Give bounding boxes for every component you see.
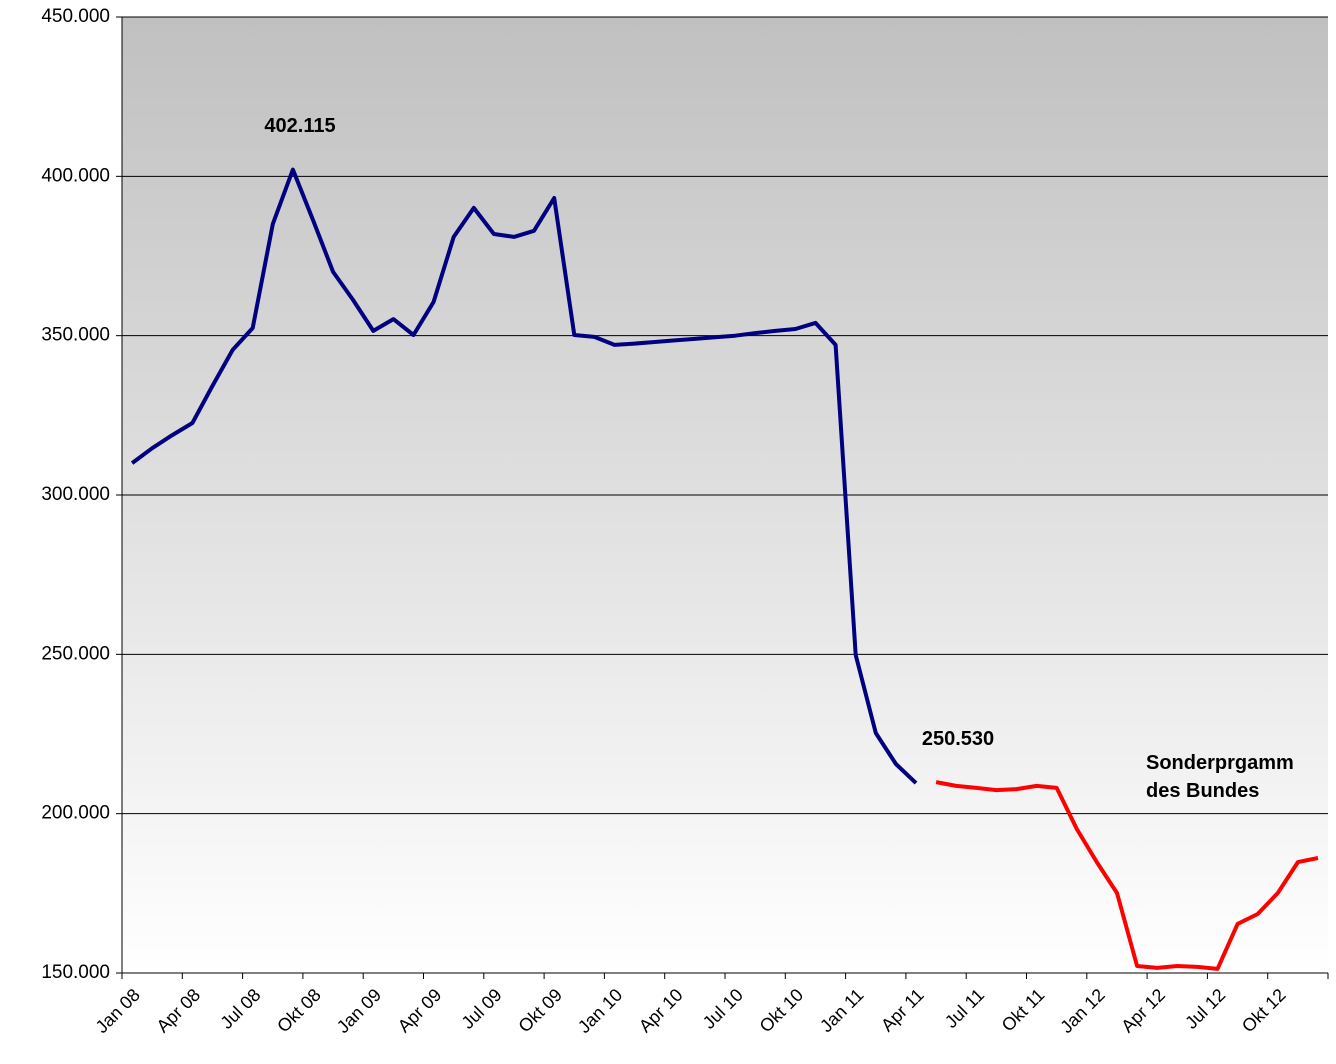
x-tick-label: Okt 08 xyxy=(273,985,325,1037)
annotation: des Bundes xyxy=(1146,780,1259,802)
y-tick-label: 450.000 xyxy=(41,6,110,27)
x-tick-label: Okt 10 xyxy=(756,985,808,1037)
x-tick-label: Apr 10 xyxy=(635,985,687,1037)
x-tick-label: Apr 12 xyxy=(1117,985,1169,1037)
line-series xyxy=(130,167,918,785)
annotation: 250.530 xyxy=(922,728,994,750)
x-tick-label: Apr 09 xyxy=(394,985,446,1037)
y-tick-label: 350.000 xyxy=(41,325,110,346)
x-tick-label: Jan 11 xyxy=(816,985,867,1036)
annotation: Sonderprgamm xyxy=(1146,752,1294,774)
x-tick-label: Jul 12 xyxy=(1181,985,1229,1033)
x-tick-label: Jul 10 xyxy=(699,985,747,1033)
y-tick-label: 400.000 xyxy=(41,165,110,186)
y-tick-label: 250.000 xyxy=(41,643,110,664)
y-tick-label: 150.000 xyxy=(41,962,110,983)
x-tick-label: Jul 11 xyxy=(941,985,988,1032)
annotation: 402.115 xyxy=(264,115,335,137)
x-tick-label: Okt 09 xyxy=(514,985,566,1037)
x-tick-label: Jul 09 xyxy=(458,985,506,1033)
x-tick-label: Okt 12 xyxy=(1238,985,1290,1037)
y-tick-label: 200.000 xyxy=(41,803,110,824)
x-tick-label: Jul 08 xyxy=(216,985,264,1033)
line-series xyxy=(935,780,1319,971)
x-tick-label: Jan 10 xyxy=(574,985,626,1037)
x-tick-label: Jan 08 xyxy=(92,985,144,1037)
x-tick-label: Jan 09 xyxy=(333,985,385,1037)
x-tick-label: Apr 11 xyxy=(877,985,928,1036)
x-tick-label: Jan 12 xyxy=(1056,985,1108,1037)
y-tick-label: 300.000 xyxy=(41,484,110,505)
x-tick-label: Okt 11 xyxy=(998,985,1049,1036)
x-tick-label: Apr 08 xyxy=(153,985,205,1037)
